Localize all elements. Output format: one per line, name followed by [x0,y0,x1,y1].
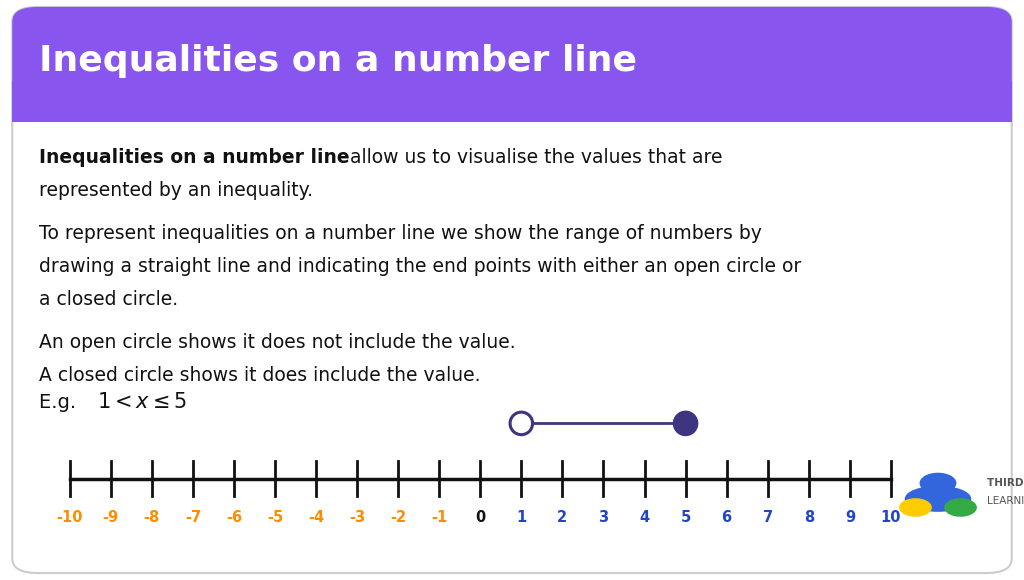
Text: a closed circle.: a closed circle. [39,290,178,309]
Text: E.g.: E.g. [39,393,88,412]
Text: -4: -4 [308,510,324,525]
Text: To represent inequalities on a number line we show the range of numbers by: To represent inequalities on a number li… [39,224,762,243]
Text: 9: 9 [845,510,855,525]
Text: -2: -2 [390,510,407,525]
FancyBboxPatch shape [12,7,1012,573]
Text: -7: -7 [184,510,201,525]
Text: THIRD SPACE: THIRD SPACE [987,478,1024,488]
Text: -1: -1 [431,510,447,525]
Text: 10: 10 [881,510,901,525]
Text: An open circle shows it does not include the value.: An open circle shows it does not include… [39,333,515,352]
Bar [12,81,1012,122]
Ellipse shape [905,486,971,512]
Text: -6: -6 [226,510,242,525]
Text: 1: 1 [516,510,526,525]
Text: 4: 4 [639,510,649,525]
Text: -10: -10 [56,510,83,525]
Text: represented by an inequality.: represented by an inequality. [39,181,313,200]
Text: Inequalities on a number line: Inequalities on a number line [39,148,349,167]
FancyBboxPatch shape [12,7,1012,122]
Circle shape [920,473,956,494]
Text: -9: -9 [102,510,119,525]
Text: -3: -3 [349,510,366,525]
Text: -8: -8 [143,510,160,525]
Text: drawing a straight line and indicating the end points with either an open circle: drawing a straight line and indicating t… [39,257,801,276]
Text: LEARNING: LEARNING [987,495,1024,506]
Text: A closed circle shows it does include the value.: A closed circle shows it does include th… [39,366,480,385]
Text: 2: 2 [557,510,567,525]
Text: 0: 0 [475,510,485,525]
Text: 6: 6 [722,510,732,525]
Ellipse shape [510,412,532,434]
Text: 3: 3 [598,510,608,525]
Circle shape [899,498,932,517]
Text: 5: 5 [680,510,691,525]
Text: 8: 8 [804,510,814,525]
Ellipse shape [674,412,696,434]
Text: allow us to visualise the values that are: allow us to visualise the values that ar… [344,148,723,167]
Text: Inequalities on a number line: Inequalities on a number line [39,44,637,78]
Text: $1 < x \leq 5$: $1 < x \leq 5$ [97,393,187,412]
Text: -5: -5 [267,510,283,525]
Circle shape [944,498,977,517]
Text: 7: 7 [763,510,773,525]
